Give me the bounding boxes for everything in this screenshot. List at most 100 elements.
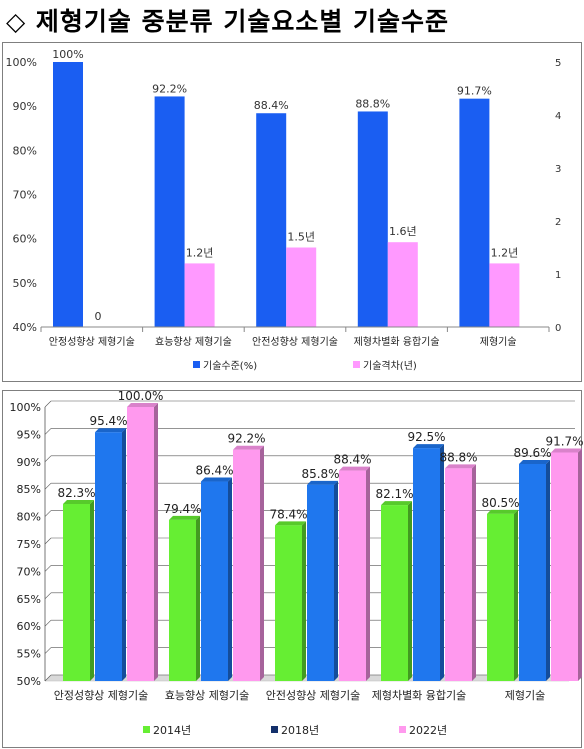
- bar-side: [546, 459, 550, 681]
- y-tick-label: 60%: [17, 620, 41, 633]
- gridline-depth: [44, 400, 52, 408]
- y-tick-label: 90%: [13, 100, 37, 113]
- bar-2014년: [63, 503, 90, 681]
- bar-2014년: [169, 519, 196, 681]
- bar-side: [334, 480, 338, 681]
- bar-tech-level: [357, 111, 388, 327]
- bar-top: [519, 459, 550, 464]
- bar-2018년: [95, 432, 122, 681]
- bar-value-label: 92.2%: [227, 432, 265, 446]
- gridline-depth: [44, 674, 52, 682]
- bar-tech-gap: [387, 242, 418, 327]
- bar-top: [381, 501, 412, 506]
- y-tick-label: 70%: [17, 565, 41, 578]
- gridline-depth: [44, 565, 52, 572]
- x-category-label: 안정성향상 제형기술: [54, 689, 149, 702]
- yearly-tech-level-chart: 50% 55% 60% 65% 70% 75% 80% 85% 90% 95% 100% 82.3% 9…: [10, 389, 584, 737]
- bar-top: [201, 477, 232, 482]
- bar-side: [90, 499, 94, 681]
- y-tick-label: 80%: [17, 511, 41, 524]
- bar-value-label: 82.3%: [57, 486, 95, 500]
- bar-side: [228, 477, 232, 681]
- legend-swatch: [353, 361, 360, 368]
- x-category-label: 제형차별화 융합기술: [372, 689, 467, 702]
- bar-value-label: 88.8%: [439, 450, 477, 464]
- bar-2018년: [413, 448, 440, 681]
- bar-top: [307, 480, 338, 485]
- bar-top: [275, 521, 306, 526]
- y2-tick-label: 3: [555, 164, 561, 175]
- bar-2022년: [551, 452, 578, 681]
- y-tick-label: 60%: [13, 233, 37, 246]
- bar-tech-gap-label: 1.5년: [287, 231, 315, 244]
- bar-side: [514, 509, 518, 681]
- bar-side: [122, 428, 126, 681]
- bar-top: [413, 444, 444, 449]
- bar-2018년: [307, 484, 334, 681]
- gridline-depth: [44, 592, 52, 600]
- x-category-label: 제형기술: [505, 689, 545, 702]
- bar-tech-gap-label: 1.2년: [186, 246, 214, 259]
- bar-side: [154, 403, 158, 681]
- bar-value-label: 95.4%: [89, 414, 127, 428]
- legend-label: 기술격차(년): [363, 359, 417, 372]
- y-tick-label: 40%: [13, 321, 37, 334]
- bar-top: [127, 403, 158, 407]
- bar-side: [366, 466, 370, 681]
- bar-tech-level-label: 88.4%: [254, 99, 289, 112]
- x-category-label: 효능향상 제형기술: [165, 689, 249, 702]
- x-category-label: 효능향상 제형기술: [155, 336, 232, 348]
- bar-side: [472, 464, 476, 681]
- gridline-depth: [44, 482, 52, 490]
- bar-tech-gap-label: 0: [95, 310, 102, 323]
- bar-side: [302, 521, 306, 681]
- bar-tech-gap-label: 1.2년: [491, 246, 519, 259]
- chart-panel-tech-level-gap: 40% 50% 60% 70% 80% 90% 100% 0 1 2 3 4 5 100% 0 안정성향상 제…: [2, 42, 582, 382]
- bar-tech-level-label: 100%: [52, 48, 83, 61]
- bar-tech-gap: [286, 247, 317, 327]
- bar-value-label: 92.5%: [407, 430, 445, 444]
- y-tick-label: 55%: [17, 648, 41, 661]
- bar-2022년: [233, 449, 260, 681]
- x-category-label: 안정성향상 제형기술: [49, 336, 135, 348]
- page-title: ◇ 제형기술 중분류 기술요소별 기술수준: [6, 7, 450, 36]
- y-tick-label: 65%: [17, 593, 41, 606]
- bar-2014년: [487, 513, 514, 681]
- y-tick-label: 95%: [17, 428, 41, 441]
- bar-value-label: 85.8%: [301, 467, 339, 481]
- bar-2014년: [275, 525, 302, 681]
- y-tick-label: 80%: [13, 144, 37, 157]
- y2-tick-label: 2: [555, 217, 561, 228]
- gridline-depth: [44, 510, 52, 517]
- y-tick-label: 85%: [17, 483, 41, 496]
- bar-tech-level: [154, 96, 185, 327]
- bar-value-label: 79.4%: [163, 502, 201, 516]
- bar-tech-level-label: 92.2%: [152, 82, 187, 95]
- tech-level-gap-chart: 40% 50% 60% 70% 80% 90% 100% 0 1 2 3 4 5 100% 0 안정성향상 제…: [6, 48, 562, 372]
- bar-top: [95, 428, 126, 433]
- legend-swatch: [399, 726, 406, 733]
- bar-tech-level: [256, 113, 287, 327]
- bar-top: [63, 499, 94, 504]
- bar-top: [445, 464, 476, 469]
- gridline-depth: [44, 537, 52, 545]
- legend-swatch: [193, 361, 200, 368]
- bar-value-label: 88.4%: [333, 453, 371, 467]
- bar-2014년: [381, 505, 408, 681]
- bar-side: [196, 515, 200, 681]
- x-category-label: 제형기술: [480, 336, 517, 348]
- bar-top: [233, 445, 264, 450]
- gridline-depth: [44, 428, 52, 435]
- bar-value-label: 86.4%: [195, 464, 233, 478]
- bar-value-label: 82.1%: [375, 487, 413, 501]
- bar-tech-level: [459, 98, 490, 328]
- legend-label: 2022년: [409, 724, 447, 737]
- bar-tech-gap: [184, 263, 215, 327]
- y2-tick-label: 4: [555, 111, 561, 122]
- bar-top: [487, 509, 518, 514]
- legend-swatch: [143, 726, 150, 733]
- legend-label: 2018년: [281, 724, 319, 737]
- bar-2018년: [519, 463, 546, 681]
- x-category-label: 안전성향상 제형기술: [252, 336, 338, 348]
- gridline-depth: [44, 647, 52, 654]
